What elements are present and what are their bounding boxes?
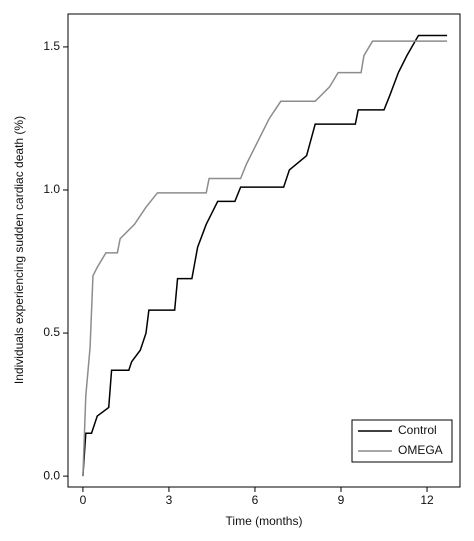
x-tick-label: 12	[420, 493, 434, 507]
x-axis-label: Time (months)	[226, 514, 303, 528]
series-line	[82, 34, 448, 477]
legend-box	[351, 419, 453, 463]
y-axis-label: Individuals experiencing sudden cardiac …	[12, 116, 26, 384]
x-tick-label: 9	[338, 493, 345, 507]
x-tick-label: 0	[80, 493, 87, 507]
y-tick-label: 1.0	[43, 182, 60, 196]
y-tick-label: 0.0	[43, 468, 60, 482]
x-tick-label: 3	[166, 493, 173, 507]
series-line	[82, 40, 448, 477]
legend-label: OMEGA	[398, 443, 443, 457]
x-tick-label: 6	[252, 493, 259, 507]
legend-label: Control	[398, 423, 437, 437]
plot-frame	[67, 13, 461, 488]
y-tick-label: 0.5	[43, 325, 60, 339]
y-tick-label: 1.5	[43, 39, 60, 53]
